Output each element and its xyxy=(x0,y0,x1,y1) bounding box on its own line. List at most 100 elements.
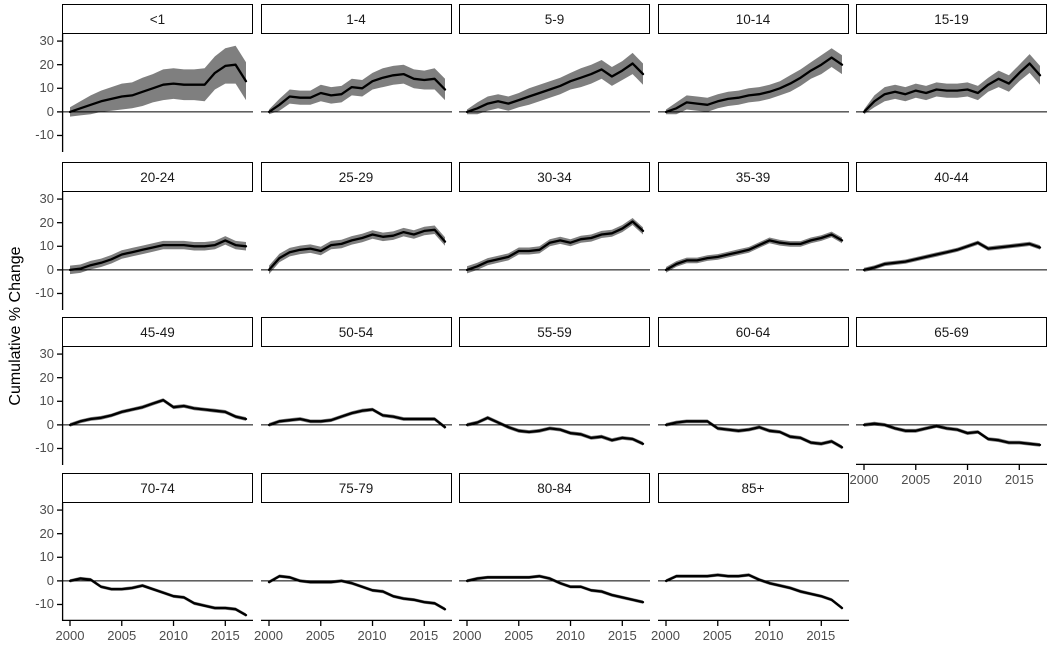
x-tick-label: 2005 xyxy=(702,628,732,643)
y-tick-label: 10 xyxy=(39,80,54,96)
y-tick-label: 20 xyxy=(39,525,54,541)
x-tick-label: 2010 xyxy=(357,628,387,643)
facet-plot-25-29 xyxy=(260,225,452,275)
y-tick-label: 30 xyxy=(39,33,54,49)
facet-plot-50-54 xyxy=(260,407,452,430)
trend-line xyxy=(664,56,843,114)
trend-line xyxy=(862,422,1042,447)
trend-line xyxy=(267,575,446,611)
trend-line xyxy=(267,408,446,429)
facet-plot-85+ xyxy=(657,573,849,626)
facet-plot-70-74 xyxy=(57,503,253,626)
facet-strip-label: 20-24 xyxy=(140,169,175,185)
x-tick-label: 2015 xyxy=(607,628,637,643)
y-tick-label: -10 xyxy=(35,596,54,612)
facet-plot-40-44 xyxy=(856,240,1047,272)
x-tick-label: 2010 xyxy=(159,628,188,643)
confidence-ribbon xyxy=(864,54,1040,115)
facet-strip-label: 85+ xyxy=(741,480,765,496)
facet-strip-label: 35-39 xyxy=(735,169,771,185)
facet-strip-label: 15-19 xyxy=(934,11,969,27)
facet-strip-75-79: 75-79 xyxy=(260,473,452,503)
y-tick-label: 0 xyxy=(46,261,54,277)
trend-line xyxy=(267,72,446,114)
y-tick-label: 30 xyxy=(39,191,54,207)
trend-line xyxy=(862,62,1042,114)
facet-strip-5-9: 5-9 xyxy=(459,4,650,34)
x-tick-label: 2015 xyxy=(409,628,439,643)
facet-strip-label: 25-29 xyxy=(338,169,374,185)
facet-strip-45-49: 45-49 xyxy=(62,317,253,347)
confidence-ribbon xyxy=(467,52,643,115)
trend-line xyxy=(68,398,248,427)
facet-plot-20-24 xyxy=(57,192,253,310)
facet-strip-30-34: 30-34 xyxy=(459,162,650,192)
facet-strip-label: 10-14 xyxy=(735,11,771,27)
trend-line xyxy=(68,63,248,114)
x-tick-label: 2000 xyxy=(452,628,482,643)
facet-plot-15-19 xyxy=(856,54,1047,115)
x-tick-label: 2010 xyxy=(754,628,784,643)
facet-plot-1-4 xyxy=(260,64,452,115)
facet-plot-<1 xyxy=(57,34,253,152)
facet-strip-<1: <1 xyxy=(62,4,253,34)
x-tick-label: 2005 xyxy=(305,628,335,643)
x-tick-label: 2005 xyxy=(504,628,534,643)
facet-strip-10-14: 10-14 xyxy=(657,4,849,34)
facet-strip-60-64: 60-64 xyxy=(657,317,849,347)
y-tick-label: 30 xyxy=(39,346,54,362)
facet-plot-30-34 xyxy=(459,218,650,274)
y-tick-label: -10 xyxy=(35,285,54,301)
trend-line xyxy=(465,62,645,114)
facet-strip-label: 30-34 xyxy=(537,169,572,185)
facet-strip-65-69: 65-69 xyxy=(856,317,1047,347)
facet-strip-55-59: 55-59 xyxy=(459,317,650,347)
x-tick-label: 2000 xyxy=(849,472,879,487)
x-tick-label: 2010 xyxy=(556,628,585,643)
facet-strip-label: 60-64 xyxy=(735,324,771,340)
confidence-ribbon xyxy=(665,419,842,450)
y-tick-label: 0 xyxy=(46,103,54,119)
y-tick-label: 20 xyxy=(39,369,54,385)
facet-plot-75-79 xyxy=(260,574,452,626)
facet-plot-55-59 xyxy=(459,415,650,446)
facet-plot-45-49 xyxy=(57,347,253,465)
trend-line xyxy=(68,577,248,617)
confidence-ribbon xyxy=(268,64,445,115)
trend-line xyxy=(664,233,843,272)
y-tick-label: 20 xyxy=(39,56,54,72)
facet-strip-label: 75-79 xyxy=(338,480,374,496)
trend-line xyxy=(465,575,645,604)
x-tick-label: 2010 xyxy=(953,472,982,487)
y-tick-label: 10 xyxy=(39,393,54,409)
facet-strip-80-84: 80-84 xyxy=(459,473,650,503)
facet-strip-40-44: 40-44 xyxy=(856,162,1047,192)
facet-plot-35-39 xyxy=(657,231,849,273)
trend-line xyxy=(465,220,645,272)
facet-strip-50-54: 50-54 xyxy=(260,317,452,347)
x-tick-label: 2000 xyxy=(254,628,283,643)
trend-line xyxy=(664,573,843,610)
y-tick-label: 30 xyxy=(39,502,54,518)
confidence-ribbon xyxy=(665,231,842,273)
facet-strip-label: 65-69 xyxy=(934,324,969,340)
facet-strip-label: 5-9 xyxy=(544,11,565,27)
facet-plot-10-14 xyxy=(657,48,849,115)
x-tick-label: 2005 xyxy=(901,472,931,487)
facet-strip-1-4: 1-4 xyxy=(260,4,452,34)
y-tick-label: 0 xyxy=(46,416,54,432)
y-tick-label: 10 xyxy=(39,549,54,565)
facet-strip-label: 40-44 xyxy=(934,169,969,185)
confidence-ribbon xyxy=(467,574,643,604)
x-tick-label: 2000 xyxy=(651,628,680,643)
confidence-ribbon xyxy=(665,573,842,610)
facet-strip-label: 70-74 xyxy=(140,480,175,496)
trend-line xyxy=(267,228,446,272)
facet-strip-label: 80-84 xyxy=(537,480,572,496)
trend-line xyxy=(68,239,248,272)
confidence-ribbon xyxy=(467,218,643,274)
x-tick-label: 2015 xyxy=(210,628,240,643)
facet-plot-60-64 xyxy=(657,419,849,450)
trend-line xyxy=(862,241,1042,272)
